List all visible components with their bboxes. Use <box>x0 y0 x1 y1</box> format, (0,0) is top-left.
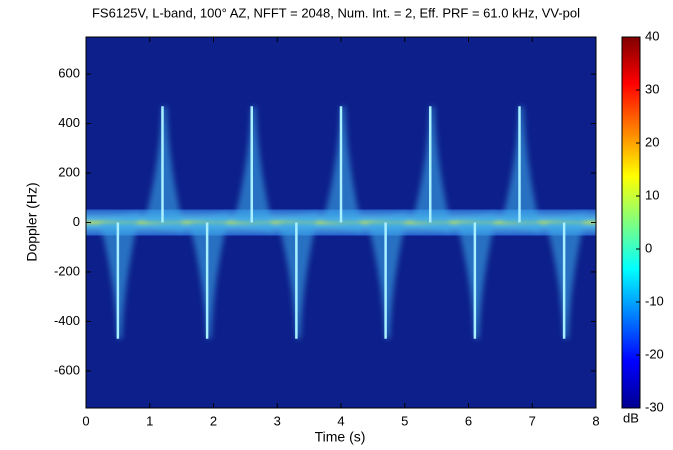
x-tick-label: 5 <box>401 413 408 428</box>
plot-area <box>86 106 596 339</box>
colorbar-tick-label: 30 <box>645 81 659 96</box>
y-tick-label: 600 <box>58 66 80 81</box>
x-tick-label: 3 <box>274 413 281 428</box>
spike-glow <box>367 212 408 339</box>
y-tick-label: 200 <box>58 164 80 179</box>
y-tick-label: 0 <box>73 214 80 229</box>
y-tick-label: 400 <box>58 115 80 130</box>
x-tick-label: 4 <box>337 413 344 428</box>
spike-glow <box>546 212 587 339</box>
x-tick-label: 7 <box>529 413 536 428</box>
spike-glow <box>233 106 274 233</box>
chart-title: FS6125V, L-band, 100° AZ, NFFT = 2048, N… <box>92 5 580 20</box>
colorbar-tick-label: -10 <box>645 293 664 308</box>
x-tick-label: 1 <box>146 413 153 428</box>
spike-glow <box>323 106 363 233</box>
spike-glow <box>144 106 185 233</box>
x-axis-label: Time (s) <box>315 429 366 445</box>
y-tick-label: -200 <box>54 263 80 278</box>
colorbar-tick-label: -20 <box>645 346 664 361</box>
spike-glow <box>189 212 230 339</box>
spike-glow <box>278 212 319 339</box>
y-tick-label: -600 <box>54 362 80 377</box>
colorbar <box>621 36 641 409</box>
x-tick-label: 2 <box>210 413 217 428</box>
x-tick-label: 6 <box>465 413 472 428</box>
colorbar-tick-label: -30 <box>645 399 664 414</box>
y-tick-label: -400 <box>54 313 80 328</box>
colorbar-tick-label: 40 <box>645 28 659 43</box>
colorbar-tick-label: 20 <box>645 134 659 149</box>
colorbar-tick-label: 10 <box>645 187 659 202</box>
spike-glow <box>501 106 542 233</box>
spike-glow <box>456 212 497 339</box>
x-tick-label: 8 <box>592 413 599 428</box>
colorbar-tick-label: 0 <box>645 240 652 255</box>
spike-glow <box>412 106 453 233</box>
spike-glow <box>99 212 140 339</box>
y-axis-label: Doppler (Hz) <box>24 182 40 261</box>
colorbar-label: dB <box>623 410 639 425</box>
x-tick-label: 0 <box>82 413 89 428</box>
